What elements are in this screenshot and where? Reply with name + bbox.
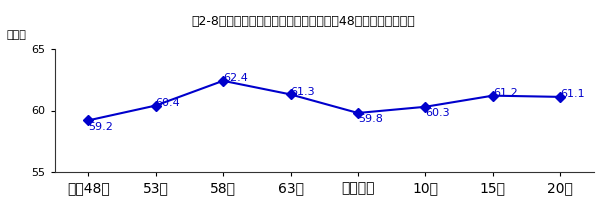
Text: 61.3: 61.3 [290,87,315,97]
Text: 59.2: 59.2 [88,122,113,131]
Text: 61.2: 61.2 [493,88,518,98]
Text: 図2-8　持ち家住宅率の推移－全国（昭和48年～平成２０年）: 図2-8 持ち家住宅率の推移－全国（昭和48年～平成２０年） [191,15,415,29]
Text: （％）: （％） [6,30,26,40]
Text: 59.8: 59.8 [358,114,383,124]
Text: 60.3: 60.3 [425,108,450,118]
Text: 62.4: 62.4 [223,73,248,83]
Text: 60.4: 60.4 [156,98,181,108]
Text: 61.1: 61.1 [560,90,585,99]
